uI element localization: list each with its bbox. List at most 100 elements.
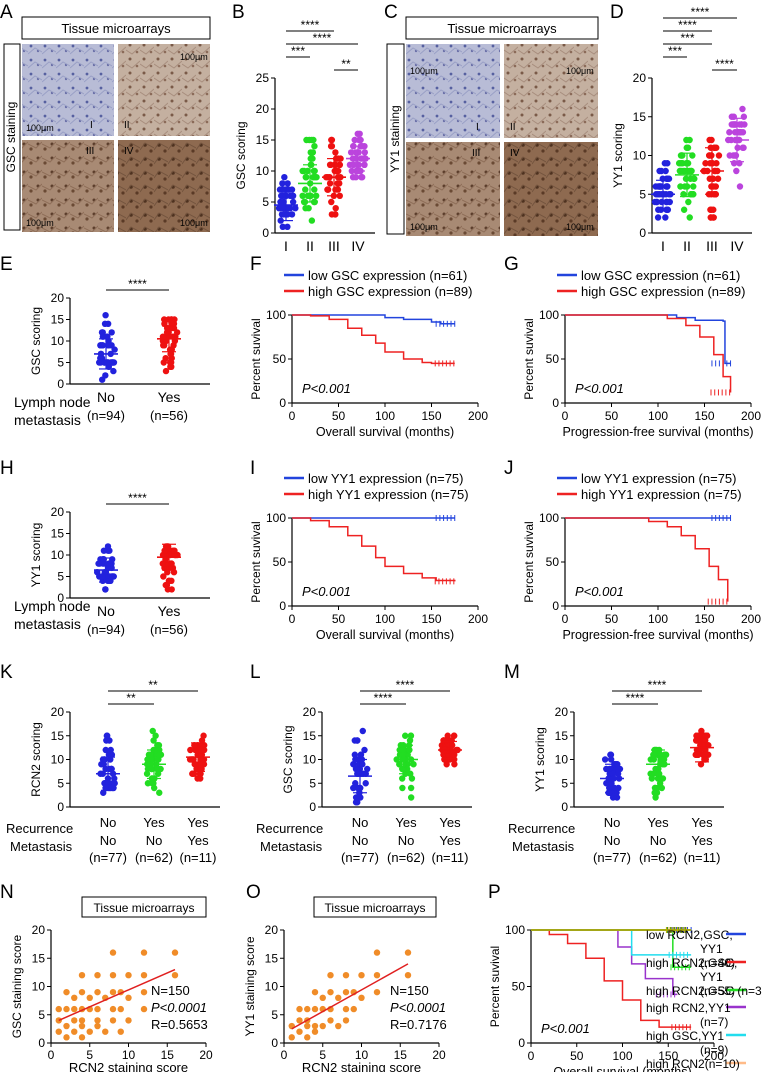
y-tick-label: 100 (266, 308, 286, 322)
data-point (327, 988, 334, 996)
legend-label-line: high GSC,YY1 (646, 1029, 724, 1043)
legend-label: high RCN2,GSC (n=3) (646, 984, 762, 998)
recurrence-value: Yes (647, 815, 669, 830)
chart-n: 0 5 10 15 20 0 5 10 15 20 RCN2 staining score GSC s… (10, 923, 213, 1072)
data-point (292, 205, 299, 212)
data-point (698, 727, 705, 735)
x-tick-label: 150 (694, 612, 714, 626)
data-point (708, 136, 715, 144)
data-point (327, 1017, 334, 1024)
data-point (410, 761, 417, 768)
data-point (677, 160, 685, 167)
x-tick-label: 10 (122, 1048, 136, 1062)
data-point (326, 180, 334, 187)
chart-p: 0 50 100 0 50 100 150 200 Overall survival (mont… (488, 923, 762, 1072)
n-count: (n=11) (432, 850, 469, 865)
data-point (324, 186, 331, 193)
n-count: (n=94) (87, 408, 125, 423)
x-tick-label: 20 (199, 1048, 213, 1062)
data-point (162, 581, 169, 589)
x-tick-label: 200 (704, 1049, 724, 1063)
metastasis-value: No (352, 833, 369, 848)
data-point (144, 780, 152, 787)
x-tick-label: III (328, 238, 340, 254)
x-tick-label: 200 (468, 612, 488, 626)
data-point (687, 167, 695, 175)
tma-side-box (3, 43, 21, 231)
data-point (125, 972, 132, 979)
data-point (709, 175, 717, 182)
y-tick-label: 15 (265, 951, 279, 965)
metastasis-value: Yes (187, 833, 209, 848)
data-point (296, 1017, 303, 1024)
y-axis-label: Percent suvival (249, 521, 263, 602)
legend-label: low YY1 expression (n=75) (308, 471, 464, 486)
data-point (94, 972, 101, 979)
scale-bar-label: 100μm (410, 222, 438, 232)
data-point (726, 152, 733, 159)
y-tick-label: 10 (633, 149, 647, 163)
tma-panel-c: Tissue microarrays YY1 staining I II III… (386, 16, 599, 236)
tma-panel-a: Tissue microarrays GSC staining I II III… (3, 16, 211, 232)
data-point (107, 577, 114, 584)
legend-label: high RCN2(n=10) (646, 1057, 740, 1071)
data-point (708, 183, 715, 190)
tma-side-label: GSC staining (4, 102, 18, 173)
survival-curve (292, 314, 455, 325)
y-tick-label: 0 (552, 396, 559, 410)
x-tick-label: 150 (658, 1049, 678, 1063)
chart-f: 0 50 100 0 50 100 150 200 Overall survival (mont… (249, 268, 488, 439)
legend-label: low GSC expression (n=61) (581, 268, 740, 283)
panel-label-l: L (250, 662, 261, 683)
data-point (319, 994, 326, 1001)
data-point (173, 329, 181, 336)
legend-label-line: high RCN2,YY1 (646, 1001, 731, 1015)
y-tick-label: 100 (539, 511, 559, 525)
data-point (401, 732, 409, 739)
y-tick-label: 0 (279, 599, 286, 613)
panel-label-i: I (250, 458, 255, 479)
data-point (650, 751, 657, 758)
y-axis-label: RCN2 scoring (29, 722, 43, 797)
roman-3: III (472, 148, 480, 159)
n-count: (n=77) (593, 850, 631, 865)
n-count: (n=77) (341, 850, 379, 865)
data-point (728, 113, 736, 120)
y-tick-label: 20 (555, 705, 569, 719)
label-metastasis: Metastasis (260, 839, 323, 854)
survival-curve (292, 314, 455, 365)
data-point (102, 372, 109, 379)
x-tick-label: 150 (421, 612, 441, 626)
stat-r: R=0.7176 (390, 1017, 447, 1032)
n-count: (n=62) (135, 850, 173, 865)
roman-2: II (124, 120, 130, 131)
roman-4: IV (510, 148, 520, 159)
data-point (406, 737, 414, 744)
n-count: (n=62) (639, 850, 677, 865)
y-tick-label: 5 (38, 1008, 45, 1022)
data-point (683, 160, 690, 167)
y-tick-label: 0 (262, 226, 269, 240)
data-point (702, 756, 709, 763)
labels-e: Lymph node metastasis (14, 394, 91, 428)
scale-bar-label: 100μm (180, 52, 208, 62)
data-point (444, 732, 451, 739)
data-point (302, 205, 309, 212)
x-tick-label: 50 (570, 1049, 584, 1063)
data-point (86, 1028, 93, 1035)
data-point (697, 761, 705, 768)
x-axis-label: Progression-free survival (months) (562, 628, 753, 642)
data-point (706, 152, 713, 159)
x-tick-label: 0 (289, 409, 296, 423)
data-point (78, 1017, 86, 1024)
label-metastasis: metastasis (14, 616, 81, 632)
x-tick-label: 200 (741, 612, 761, 626)
scale-bar-label: 100μm (566, 66, 594, 76)
data-point (736, 183, 744, 190)
data-point (71, 994, 78, 1001)
data-point (276, 205, 284, 212)
recurrence-value: Yes (691, 815, 713, 830)
x-tick-label: 0 (562, 612, 569, 626)
y-tick-label: 15 (32, 951, 46, 965)
